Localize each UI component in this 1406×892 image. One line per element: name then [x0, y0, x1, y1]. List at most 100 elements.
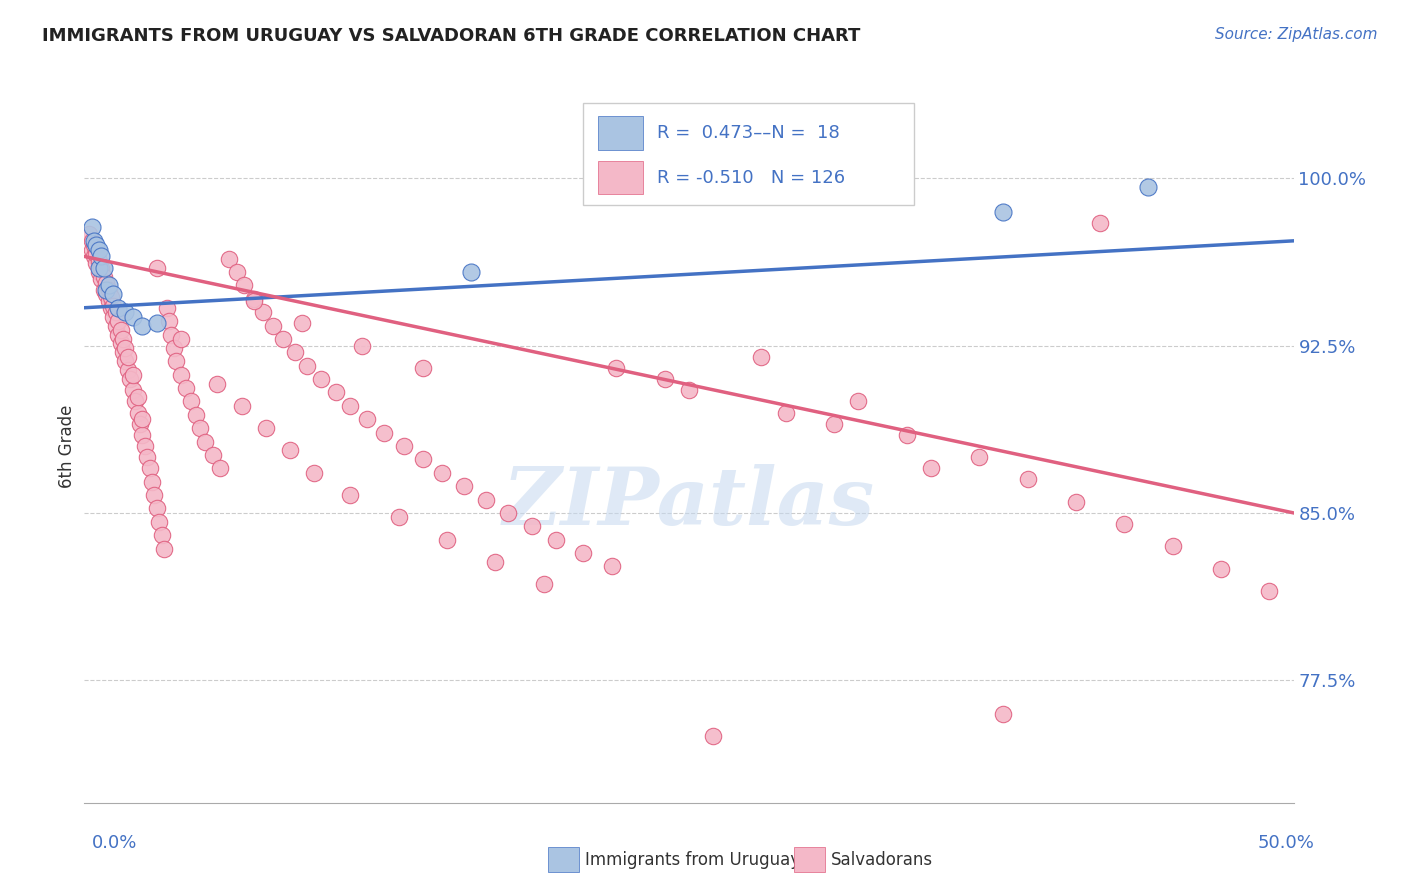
Point	[520, 519, 543, 533]
Point	[252, 305, 274, 319]
Point	[94, 277, 117, 291]
Point	[153, 541, 176, 556]
Point	[262, 318, 284, 333]
Point	[131, 318, 153, 333]
Point	[160, 327, 183, 342]
Point	[83, 238, 105, 252]
Point	[436, 533, 458, 547]
Point	[93, 260, 115, 275]
Point	[104, 318, 127, 333]
Point	[373, 425, 395, 440]
Point	[544, 533, 567, 547]
Point	[114, 305, 136, 319]
Point	[136, 450, 159, 465]
Point	[121, 310, 143, 324]
Point	[117, 350, 139, 364]
Point	[146, 501, 169, 516]
Point	[201, 448, 224, 462]
Point	[605, 361, 627, 376]
Y-axis label: 6th Grade: 6th Grade	[58, 404, 76, 488]
Point	[138, 461, 160, 475]
Point	[155, 301, 177, 315]
Point	[392, 439, 415, 453]
Point	[271, 332, 294, 346]
Point	[87, 243, 110, 257]
Point	[120, 372, 142, 386]
Point	[131, 427, 153, 442]
Point	[231, 399, 253, 413]
Point	[110, 336, 132, 351]
Point	[993, 204, 1015, 219]
Point	[103, 287, 125, 301]
Text: Salvadorans: Salvadorans	[831, 851, 934, 869]
Point	[325, 385, 347, 400]
Point	[702, 729, 724, 743]
Point	[184, 408, 207, 422]
Point	[90, 271, 112, 285]
Point	[77, 227, 100, 242]
Point	[846, 394, 869, 409]
Point	[775, 405, 797, 419]
Text: 50.0%: 50.0%	[1258, 834, 1315, 852]
Point	[131, 412, 153, 426]
Point	[90, 250, 112, 264]
Point	[278, 443, 301, 458]
Point	[291, 316, 314, 330]
Point	[302, 466, 325, 480]
Point	[654, 372, 676, 386]
Point	[107, 327, 129, 342]
Point	[148, 515, 170, 529]
Point	[571, 546, 593, 560]
Point	[165, 354, 187, 368]
Point	[460, 265, 482, 279]
Point	[86, 247, 108, 261]
Point	[87, 265, 110, 279]
Point	[107, 301, 129, 315]
Point	[80, 220, 103, 235]
Point	[412, 361, 434, 376]
Point	[453, 479, 475, 493]
Point	[484, 555, 506, 569]
Point	[146, 260, 169, 275]
Point	[97, 278, 120, 293]
Point	[94, 283, 117, 297]
Point	[112, 332, 135, 346]
Point	[80, 243, 103, 257]
Point	[143, 488, 166, 502]
Point	[80, 234, 103, 248]
Text: Immigrants from Uruguay: Immigrants from Uruguay	[585, 851, 800, 869]
Point	[103, 299, 125, 313]
Point	[388, 510, 411, 524]
Point	[233, 278, 256, 293]
Point	[121, 368, 143, 382]
Point	[967, 450, 990, 465]
Text: R = -0.510   N = 126: R = -0.510 N = 126	[657, 169, 845, 186]
Point	[127, 405, 149, 419]
Point	[1064, 494, 1087, 508]
Point	[242, 294, 264, 309]
Point	[194, 434, 217, 449]
Point	[107, 314, 129, 328]
Point	[97, 294, 120, 309]
Point	[146, 316, 169, 330]
Point	[104, 305, 127, 319]
Point	[208, 461, 231, 475]
Point	[678, 384, 700, 398]
Point	[174, 381, 197, 395]
Text: Source: ZipAtlas.com: Source: ZipAtlas.com	[1215, 27, 1378, 42]
Point	[432, 466, 454, 480]
Point	[170, 368, 193, 382]
Point	[90, 260, 112, 275]
Point	[87, 260, 110, 275]
Point	[920, 461, 942, 475]
Point	[121, 384, 143, 398]
Point	[284, 345, 307, 359]
Point	[496, 506, 519, 520]
Point	[412, 452, 434, 467]
Point	[124, 394, 146, 409]
Text: R =  0.473––N =  18: R = 0.473––N = 18	[657, 124, 839, 142]
Point	[190, 421, 212, 435]
Point	[475, 492, 498, 507]
Text: 0.0%: 0.0%	[91, 834, 136, 852]
Point	[134, 439, 156, 453]
